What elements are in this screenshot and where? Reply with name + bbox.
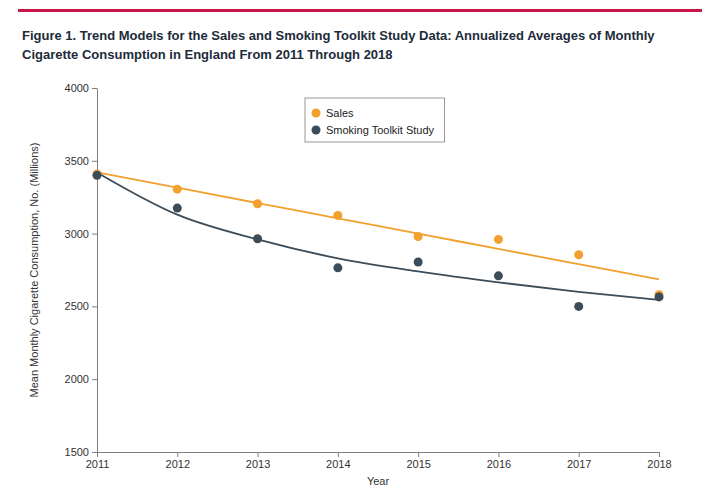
y-tick-mark <box>92 379 97 380</box>
x-axis: 2011 2012 2013 2014 2015 2016 2017 2018 <box>86 452 672 470</box>
x-tick-mark <box>258 452 259 457</box>
y-tick-label: 2000 <box>65 373 89 385</box>
y-tick-mark <box>92 306 97 307</box>
y-tick: 3500 <box>65 155 97 167</box>
point <box>253 234 262 243</box>
point <box>494 271 503 280</box>
x-tick-mark <box>498 452 499 457</box>
y-tick-mark <box>92 88 97 89</box>
y-tick: 3000 <box>65 228 97 240</box>
x-tick-label: 2013 <box>246 458 270 470</box>
point <box>173 185 182 194</box>
top-rule <box>18 9 702 12</box>
point <box>494 235 503 244</box>
x-tick: 2011 <box>86 452 110 470</box>
trend-line <box>97 172 659 299</box>
y-tick: 2000 <box>65 373 97 385</box>
x-axis-line <box>98 452 660 453</box>
point <box>414 257 423 266</box>
y-axis: 1500 2000 2500 3000 3500 4000 <box>65 82 98 458</box>
legend-label: Smoking Toolkit Study <box>326 124 435 136</box>
x-tick-mark <box>97 452 98 457</box>
x-tick-mark <box>418 452 419 457</box>
y-tick-mark <box>92 234 97 235</box>
point <box>333 211 342 220</box>
x-axis-title: Year <box>367 475 390 487</box>
legend-label: Sales <box>326 107 354 119</box>
y-tick-label: 2500 <box>65 300 89 312</box>
y-axis-line <box>97 89 98 453</box>
y-tick-label: 1500 <box>65 446 89 458</box>
x-tick-label: 2012 <box>166 458 190 470</box>
legend-marker <box>312 126 321 135</box>
y-axis-title: Mean Monthly Cigarette Consumption, No. … <box>28 143 40 398</box>
x-tick-mark <box>338 452 339 457</box>
x-tick-label: 2017 <box>567 458 591 470</box>
y-tick-label: 3500 <box>65 155 89 167</box>
x-tick-label: 2018 <box>647 458 671 470</box>
x-tick-label: 2015 <box>406 458 430 470</box>
x-tick: 2016 <box>487 452 511 470</box>
point <box>173 204 182 213</box>
point <box>414 232 423 241</box>
y-tick: 4000 <box>65 82 97 94</box>
trend-line <box>97 172 659 279</box>
legend-box <box>305 98 445 142</box>
x-tick: 2018 <box>647 452 671 470</box>
x-tick-label: 2014 <box>326 458 350 470</box>
x-tick: 2015 <box>406 452 430 470</box>
x-tick-label: 2011 <box>86 458 110 470</box>
point <box>655 292 664 301</box>
y-tick-mark <box>92 161 97 162</box>
legend-marker <box>312 109 321 118</box>
x-tick: 2012 <box>166 452 190 470</box>
x-tick: 2014 <box>326 452 350 470</box>
chart-container: Figure 1. Trend Models for the Sales and… <box>0 0 720 500</box>
y-tick: 2500 <box>65 300 97 312</box>
point <box>574 250 583 259</box>
point <box>93 171 102 180</box>
chart-svg: Figure 1. Trend Models for the Sales and… <box>0 0 720 500</box>
legend: Sales Smoking Toolkit Study <box>305 98 445 142</box>
x-tick-mark <box>177 452 178 457</box>
y-tick-label: 4000 <box>65 82 89 94</box>
x-tick-mark <box>659 452 660 457</box>
point <box>253 199 262 208</box>
x-tick-mark <box>579 452 580 457</box>
lines <box>97 172 659 299</box>
y-tick: 1500 <box>65 446 97 458</box>
x-tick: 2013 <box>246 452 270 470</box>
y-tick-mark <box>92 452 97 453</box>
x-tick-label: 2016 <box>487 458 511 470</box>
x-tick: 2017 <box>567 452 591 470</box>
point <box>333 263 342 272</box>
title: Figure 1. Trend Models for the Sales and… <box>22 28 655 62</box>
point <box>574 302 583 311</box>
y-tick-label: 3000 <box>65 228 89 240</box>
points <box>93 169 664 310</box>
